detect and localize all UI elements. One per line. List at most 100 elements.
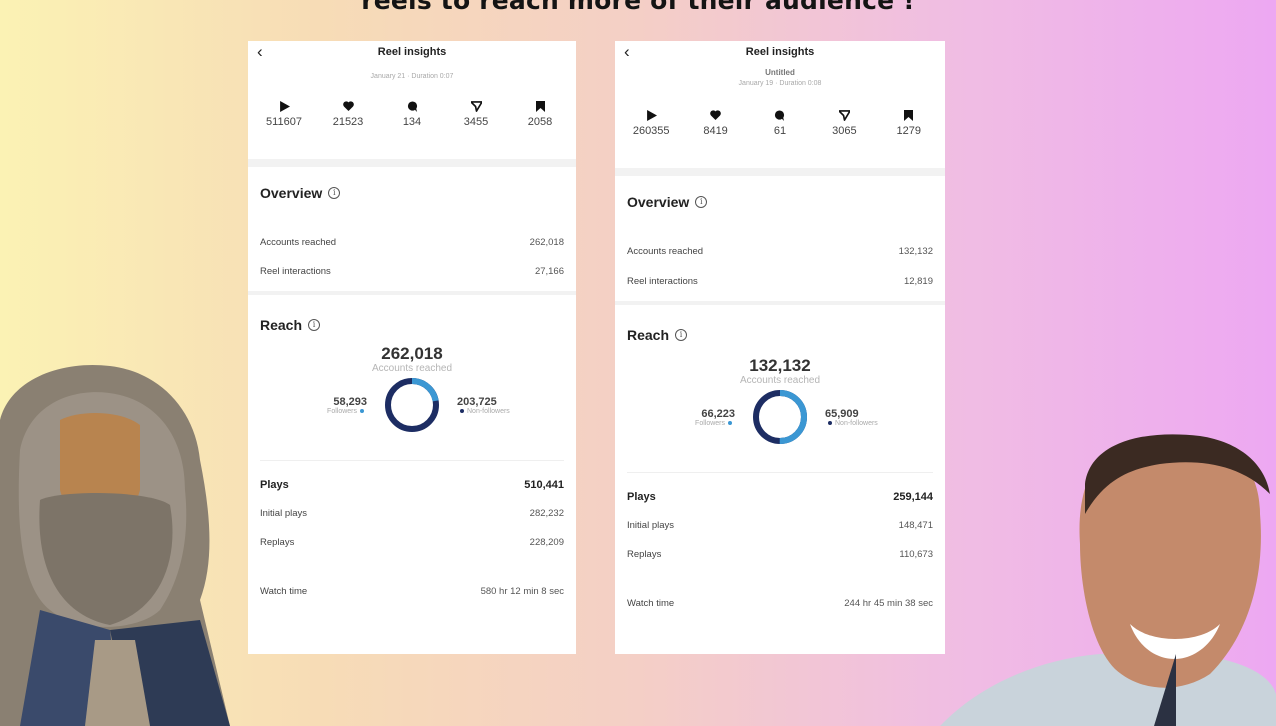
overview-section: Overview i — [248, 167, 576, 201]
info-icon[interactable]: i — [328, 187, 341, 199]
divider-line — [260, 460, 564, 461]
initial-plays-value: 148,471 — [898, 520, 933, 531]
reach-total: 132,132 — [749, 356, 811, 375]
panel-title: Reel insights — [745, 46, 815, 58]
comment-icon — [750, 108, 810, 122]
stat-saves-value: 1279 — [896, 125, 921, 137]
stat-likes: 8419 — [686, 108, 746, 168]
non-followers-stat: 203,725 Non-followers — [457, 396, 527, 415]
reel-interactions-label: Reel interactions — [260, 266, 331, 277]
stat-likes-value: 21523 — [332, 116, 364, 128]
replays-value: 110,673 — [899, 549, 933, 560]
replays-label: Replays — [260, 537, 295, 548]
initial-plays-label: Initial plays — [260, 508, 307, 519]
donut-followers-arc — [753, 390, 807, 444]
followers-stat: 58,293 Followers — [297, 396, 367, 415]
watch-time-label: Watch time — [260, 586, 308, 597]
reel-insights-panel-left: ‹ Reel insights January 21 · Duration 0:… — [248, 41, 576, 654]
accounts-reached-label: Accounts reached — [627, 246, 704, 257]
reach-breakdown: 58,293 Followers 203,725 Non-followers — [248, 376, 576, 434]
accounts-reached-value: 262,018 — [529, 237, 564, 248]
comment-icon — [382, 99, 442, 113]
reel-name: Untitled — [765, 69, 795, 77]
reach-caption: Accounts reached — [371, 363, 453, 374]
stat-saves: 1279 — [879, 108, 939, 168]
stat-plays-value: 511607 — [266, 116, 302, 128]
reach-section: Reach i — [248, 295, 576, 333]
reach-section: Reach i — [615, 305, 945, 343]
initial-plays-row: Initial plays 282,232 — [248, 508, 576, 519]
reach-donut-chart — [385, 378, 439, 432]
overview-title: Overview i — [627, 194, 933, 210]
slide-headline: reels to reach more of their audience ! — [361, 0, 915, 15]
plays-value: 510,441 — [524, 479, 564, 491]
stat-plays: 260355 — [621, 108, 681, 168]
followers-value: 58,293 — [333, 395, 367, 408]
non-followers-value: 203,725 — [457, 395, 497, 408]
stat-shares: 3065 — [814, 108, 874, 168]
stat-comments: 134 — [382, 99, 442, 159]
reel-interactions-row: Reel interactions 12,819 — [615, 276, 945, 287]
non-followers-label: Non-followers — [835, 419, 878, 427]
plays-label: Plays — [627, 491, 656, 503]
info-icon[interactable]: i — [308, 319, 321, 331]
stat-plays: 511607 — [254, 99, 314, 159]
play-icon — [621, 108, 681, 122]
stat-comments: 61 — [750, 108, 810, 168]
non-followers-dot — [828, 421, 832, 425]
share-icon — [814, 108, 874, 122]
non-followers-label: Non-followers — [467, 407, 510, 415]
stat-shares-value: 3455 — [463, 116, 489, 128]
stat-comments-value: 134 — [402, 116, 422, 128]
panel-header: ‹ Reel insights — [248, 41, 576, 63]
reach-title: Reach i — [260, 317, 564, 333]
plays-value: 259,144 — [893, 491, 933, 503]
section-divider — [615, 301, 945, 305]
accounts-reached-label: Accounts reached — [260, 237, 337, 248]
reach-donut-chart — [753, 390, 807, 444]
donut-followers-arc — [385, 378, 439, 432]
non-followers-dot — [460, 409, 464, 413]
stat-comments-value: 61 — [773, 125, 787, 137]
section-divider — [248, 291, 576, 295]
reach-caption: Accounts reached — [739, 375, 821, 386]
panel-title: Reel insights — [377, 46, 447, 58]
followers-dot — [728, 421, 732, 425]
info-icon[interactable]: i — [695, 196, 708, 208]
back-chevron-icon[interactable]: ‹ — [257, 42, 263, 61]
plays-row: Plays 259,144 — [615, 491, 945, 503]
reach-total: 262,018 — [381, 344, 443, 363]
followers-label: Followers — [695, 419, 725, 427]
replays-row: Replays 228,209 — [248, 537, 576, 548]
heart-icon — [318, 99, 378, 113]
reel-interactions-label: Reel interactions — [627, 276, 698, 287]
back-chevron-icon[interactable]: ‹ — [624, 42, 630, 61]
reach-breakdown: 66,223 Followers 65,909 Non-followers — [615, 388, 945, 446]
reel-insights-panel-right: ‹ Reel insights Untitled January 19 · Du… — [615, 41, 945, 654]
stat-likes: 21523 — [318, 99, 378, 159]
play-icon — [254, 99, 314, 113]
followers-dot — [360, 409, 364, 413]
heart-icon — [686, 108, 746, 122]
followers-label: Followers — [327, 407, 357, 415]
reach-title: Reach i — [627, 327, 933, 343]
replays-label: Replays — [627, 549, 662, 560]
initial-plays-label: Initial plays — [627, 520, 674, 531]
accounts-reached-row: Accounts reached 262,018 — [248, 237, 576, 248]
reel-meta: January 19 · Duration 0:08 — [738, 80, 822, 87]
panel-header: ‹ Reel insights — [615, 41, 945, 63]
stat-saves: 2058 — [510, 99, 570, 159]
non-followers-stat: 65,909 Non-followers — [825, 408, 895, 427]
bookmark-icon — [879, 108, 939, 122]
divider-line — [627, 472, 933, 473]
accounts-reached-row: Accounts reached 132,132 — [615, 246, 945, 257]
watch-time-label: Watch time — [627, 598, 675, 609]
plays-label: Plays — [260, 479, 289, 491]
info-icon[interactable]: i — [675, 329, 688, 341]
replays-value: 228,209 — [529, 537, 564, 548]
reel-interactions-value: 27,166 — [534, 266, 564, 277]
initial-plays-value: 282,232 — [529, 508, 564, 519]
bookmark-icon — [510, 99, 570, 113]
share-icon — [446, 99, 506, 113]
initial-plays-row: Initial plays 148,471 — [615, 520, 945, 531]
